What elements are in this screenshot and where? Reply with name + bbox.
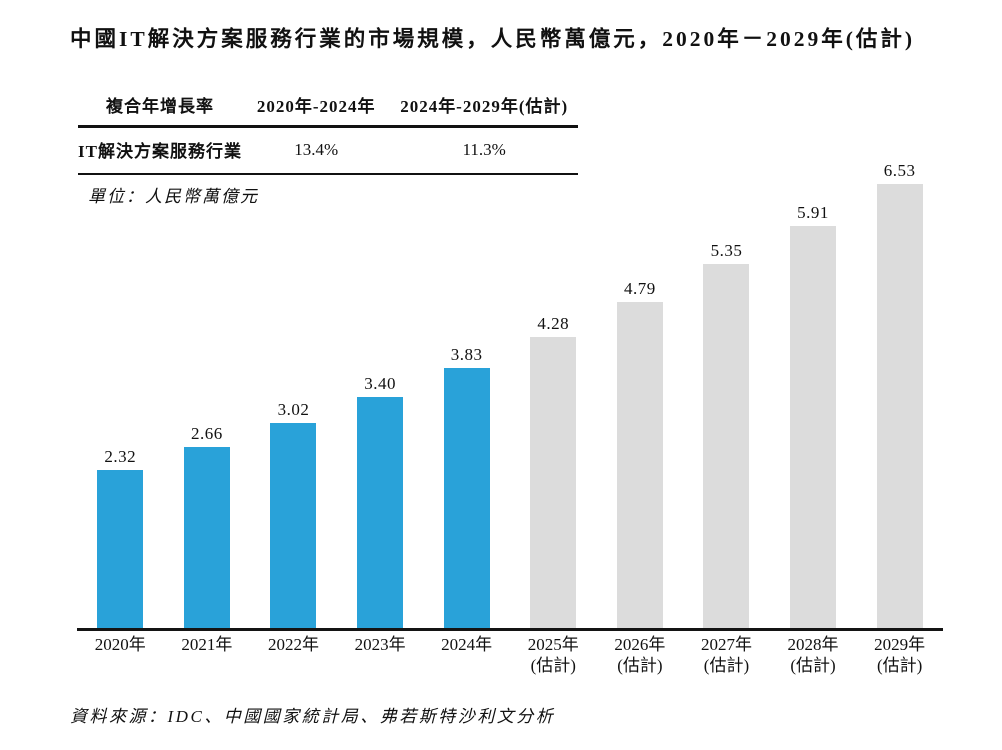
cagr-row-label: IT解決方案服務行業 [78, 126, 242, 175]
bar-column: 6.53 [856, 160, 943, 628]
x-axis-label-estimate-note: (估計) [617, 656, 663, 675]
x-axis-label-year: 2022年 [267, 635, 319, 654]
x-axis-label-year: 2028年 [787, 635, 839, 654]
bar-value-label: 6.53 [883, 161, 916, 180]
x-axis-label-year: 2029年 [874, 635, 926, 654]
bar-value-label: 3.02 [277, 399, 310, 419]
bar-value-label: 4.28 [537, 313, 570, 333]
x-axis-label: 2029年 (估計) [856, 634, 943, 676]
cagr-header-period-2020-2024: 2020年-2024年 [241, 88, 391, 128]
x-axis-label: 2020年 [77, 634, 164, 676]
bar-column: 4.28 [510, 160, 597, 628]
bar-value-label: 2.32 [104, 447, 137, 467]
x-axis-label-year: 2024年 [441, 635, 493, 654]
x-axis-label: 2026年 (估計) [597, 634, 684, 676]
x-axis-label: 2024年 [423, 634, 510, 676]
cagr-data-row: IT解決方案服務行業 13.4% 11.3% [78, 126, 578, 175]
bar [97, 470, 144, 628]
bar [790, 226, 837, 628]
bar [443, 367, 490, 628]
x-axis-label: 2022年 [250, 634, 337, 676]
bar-column: 3.40 [337, 160, 424, 628]
cagr-value-2024-2029: 11.3% [390, 126, 578, 175]
bar-column: 3.02 [250, 160, 337, 628]
x-axis-label-year: 2027年 [700, 635, 752, 654]
x-axis-label: 2023年 [337, 634, 424, 676]
x-axis-label: 2028年 (估計) [770, 634, 857, 676]
x-axis-label: 2027年 (估計) [683, 634, 770, 676]
source-note: 資料來源：IDC、中國國家統計局、弗若斯特沙利文分析 [70, 707, 556, 726]
x-axis-label: 2025年 (估計) [510, 634, 597, 676]
cagr-header-row: 複合年增長率 2020年-2024年 2024年-2029年(估計) [78, 88, 578, 128]
x-axis-label: 2021年 [164, 634, 251, 676]
cagr-value-2020-2024: 13.4% [241, 126, 391, 175]
bar-chart: 2.32 2.66 3.02 3.40 3.83 4.28 4.79 5.35 5.91 6.53 [77, 160, 943, 631]
bar-column: 3.83 [423, 160, 510, 628]
bar [357, 396, 404, 628]
x-axis-labels: 2020年 2021年 2022年 2023年 2024年 2025年 (估計) 2026年 (… [77, 634, 943, 676]
cagr-header-metric: 複合年增長率 [78, 88, 242, 128]
bar [703, 264, 750, 628]
bar [530, 336, 577, 628]
bar [183, 447, 230, 628]
bar-column: 2.66 [164, 160, 251, 628]
bar-column: 4.79 [597, 160, 684, 628]
bar-column: 5.35 [683, 160, 770, 628]
cagr-table: 複合年增長率 2020年-2024年 2024年-2029年(估計) IT解決方… [78, 88, 578, 175]
cagr-header-period-2024-2029: 2024年-2029年(估計) [390, 88, 578, 128]
bar-value-label: 5.35 [710, 241, 743, 261]
bar-value-label: 2.66 [191, 424, 223, 444]
bar [876, 184, 923, 628]
x-axis-label-year: 2026年 [614, 635, 666, 654]
bar [270, 422, 317, 628]
unit-note: 單位：人民幣萬億元 [88, 187, 259, 206]
bar-value-label: 3.40 [364, 373, 396, 393]
page-title: 中國IT解決方案服務行業的市場規模，人民幣萬億元，2020年－2029年(估計) [70, 27, 916, 51]
x-axis-label-estimate-note: (估計) [790, 656, 836, 675]
x-axis-label-estimate-note: (估計) [530, 656, 576, 675]
bar-value-label: 3.83 [450, 344, 483, 364]
x-axis-label-year: 2020年 [94, 635, 146, 654]
bar-column: 2.32 [77, 160, 164, 628]
x-axis-label-estimate-note: (估計) [876, 656, 923, 675]
bar-value-label: 4.79 [623, 279, 656, 299]
x-axis-label-year: 2021年 [181, 635, 233, 654]
bar-value-label: 5.91 [797, 203, 829, 223]
x-axis-label-year: 2025年 [527, 635, 579, 654]
bar-column: 5.91 [770, 160, 857, 628]
x-axis-label-year: 2023年 [354, 635, 406, 654]
x-axis-label-estimate-note: (估計) [703, 656, 750, 675]
bar [616, 302, 663, 628]
